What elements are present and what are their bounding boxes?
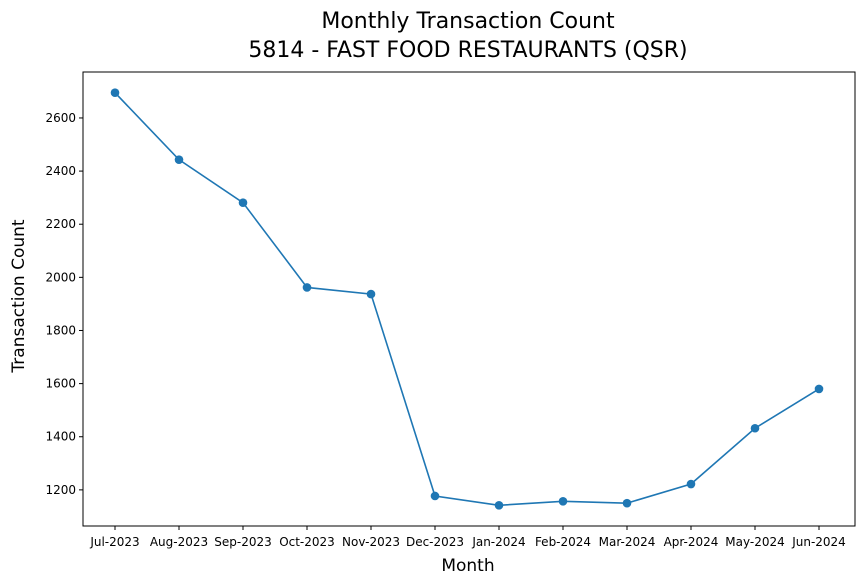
data-point <box>238 198 248 208</box>
y-tick-label: 1400 <box>45 430 76 444</box>
x-tick-label: Dec-2023 <box>406 535 464 549</box>
series-line <box>114 92 820 507</box>
data-point <box>750 423 760 433</box>
data-point <box>622 498 632 508</box>
y-tick-label: 2000 <box>45 270 76 284</box>
x-tick-label: Mar-2024 <box>599 535 656 549</box>
data-point <box>558 496 568 506</box>
x-tick-label: Jan-2024 <box>471 535 525 549</box>
x-tick-label: Jul-2023 <box>89 535 139 549</box>
y-tick-label: 1200 <box>45 483 76 497</box>
plot-area: 1200 1400 1600 1800 2000 2200 2400 2600 Jul-2023… <box>45 71 856 549</box>
data-point <box>494 500 504 510</box>
y-tick-label: 2600 <box>45 111 76 125</box>
x-tick-label: Aug-2023 <box>150 535 208 549</box>
chart-title: Monthly Transaction Count <box>321 9 615 34</box>
x-tick-label: Nov-2023 <box>342 535 400 549</box>
data-point <box>174 155 184 164</box>
y-tick-label: 2200 <box>45 217 76 231</box>
x-tick-label: Feb-2024 <box>535 535 591 549</box>
data-point <box>302 283 312 292</box>
x-axis-label: Month <box>441 556 494 576</box>
x-tick-label: Jun-2024 <box>791 535 846 549</box>
x-tick-label: Oct-2023 <box>279 535 335 549</box>
y-tick-label: 1800 <box>45 323 76 337</box>
data-point <box>430 491 440 501</box>
data-point <box>814 384 824 394</box>
y-axis-label: Transaction Count <box>9 219 29 373</box>
plot-frame <box>82 71 856 527</box>
y-tick-label: 1600 <box>45 377 76 391</box>
x-tick-label: May-2024 <box>725 535 784 549</box>
data-point <box>366 289 376 299</box>
data-point <box>686 479 696 489</box>
chart-subtitle: 5814 - FAST FOOD RESTAURANTS (QSR) <box>248 38 687 63</box>
x-tick-label: Sep-2023 <box>214 535 272 549</box>
x-tick-label: Apr-2024 <box>664 535 719 549</box>
data-point <box>110 88 120 98</box>
y-tick-label: 2400 <box>45 164 76 178</box>
